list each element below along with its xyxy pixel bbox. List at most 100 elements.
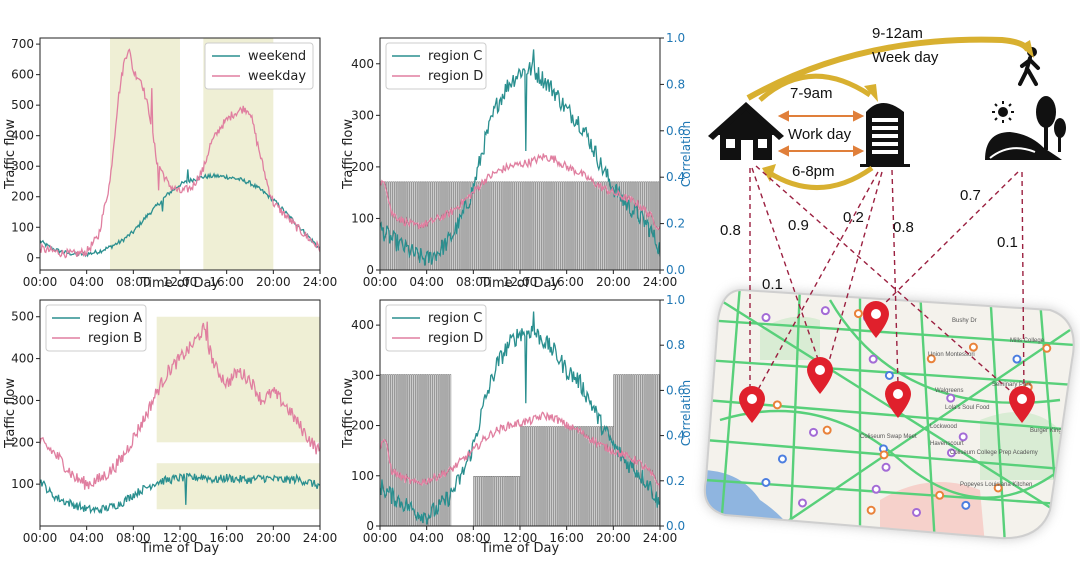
correlation-bar [428,374,431,526]
correlation-bar [610,426,613,526]
correlation-bar [496,476,499,526]
series-line-region-A [40,472,320,515]
correlation-bar [567,181,569,270]
map-pin-icon [863,301,889,338]
legend-label-region-a: region A [88,311,142,326]
house-icon [708,102,784,160]
correlation-bar [604,426,606,526]
correlation-bar [602,426,604,526]
correlation-bar [411,374,414,526]
correlation-bar [495,181,498,270]
correlation-bar [436,181,439,270]
correlation-bar [415,181,418,270]
correlation-bar [488,476,490,526]
correlation-bar [399,181,401,270]
correlation-bar [556,181,559,270]
correlation-bar [636,181,639,270]
correlation-bar [558,181,561,270]
link-office-pin1 [754,171,879,396]
correlation-bar [388,181,391,270]
map-poi [946,448,956,458]
correlation-bar [640,374,643,526]
map-poi [935,490,945,500]
weight-label: 0.8 [893,219,914,236]
map-place-label: Burger King [1030,428,1062,434]
correlation-bar [606,426,608,526]
correlation-bar [477,476,480,526]
correlation-bar [504,181,506,270]
weight-label: 0.8 [720,222,741,239]
correlation-bar [522,426,524,526]
y2-tick-label: 0.6 [666,383,685,397]
correlation-bar [517,476,520,526]
correlation-bar [426,374,429,526]
map-place-label: Popeyes Louisiana Kitchen [960,482,1032,488]
map-poi [958,432,968,442]
correlation-bar [617,181,620,270]
x-tick-label: 16:00 [209,275,244,289]
y-axis-label: Traffic flow [3,378,18,449]
correlation-bar [550,181,552,270]
y-tick-label: 0 [366,519,374,533]
x-tick-label: 00:00 [23,275,58,289]
x-tick-label: 08:00 [116,531,151,545]
legend: region C region D [385,42,487,90]
correlation-bar [428,181,431,270]
correlation-bar [552,181,555,270]
correlation-bar [525,181,527,270]
y-tick-label: 400 [351,318,374,332]
correlation-bar [380,374,382,526]
correlation-bar [441,374,443,526]
weight-label: 0.1 [997,234,1018,251]
y2-tick-label: 0.4 [666,170,685,184]
link-house-pin2 [751,167,821,366]
correlation-bar [490,476,492,526]
legend-label-region-c: region C [428,49,482,64]
correlation-bar [564,181,567,270]
y-tick-label: 200 [351,419,374,433]
map-poi [866,505,876,515]
correlation-bar [596,181,599,270]
link-office-pin2 [827,171,883,366]
map-poi [871,484,881,494]
y2-tick-label: 1.0 [666,293,685,307]
map-road [704,398,1074,432]
correlation-bar [569,181,571,270]
correlation-bar [417,374,420,526]
y-tick-label: 600 [11,68,34,82]
correlation-bar [549,426,552,526]
correlation-bar [443,181,445,270]
map-poi [993,483,1003,493]
y2-tick-label: 0.2 [666,474,685,488]
y2-axis-label: Correlation [679,121,693,187]
mobility-diagram: 7-9am Work day 6-8pm 9-12am Week day Bus… [703,25,1075,540]
correlation-bar [483,181,485,270]
correlation-bar [579,181,582,270]
correlation-bar [632,374,635,526]
correlation-bar [597,426,600,526]
x-axis-label: Time of Day [140,276,220,291]
x-tick-label: 16:00 [209,531,244,545]
link-park-pin5 [1021,171,1025,396]
correlation-bar [522,181,525,270]
correlation-bar [545,426,548,526]
correlation-bar [451,181,454,270]
correlation-bar [491,181,494,270]
panel-weekend-weekday: 00:00 04:00 08:00 12:00 16:00 20:00 24:00 0 100… [3,37,337,291]
correlation-bar [382,374,384,526]
correlation-bar [553,426,556,526]
correlation-bar [472,181,475,270]
correlation-bar [394,181,397,270]
correlation-bar [514,181,517,270]
map-poi [809,427,819,437]
correlation-bar [438,181,441,270]
map-road [718,290,742,539]
correlation-bar [411,181,414,270]
legend-label-weekend: weekend [248,49,306,64]
correlation-bar [571,181,573,270]
correlation-bar [576,426,579,526]
label-weekday: Week day [872,49,939,66]
correlation-bar [583,181,586,270]
y-tick-label: 400 [11,129,34,143]
correlation-bar [434,181,437,270]
